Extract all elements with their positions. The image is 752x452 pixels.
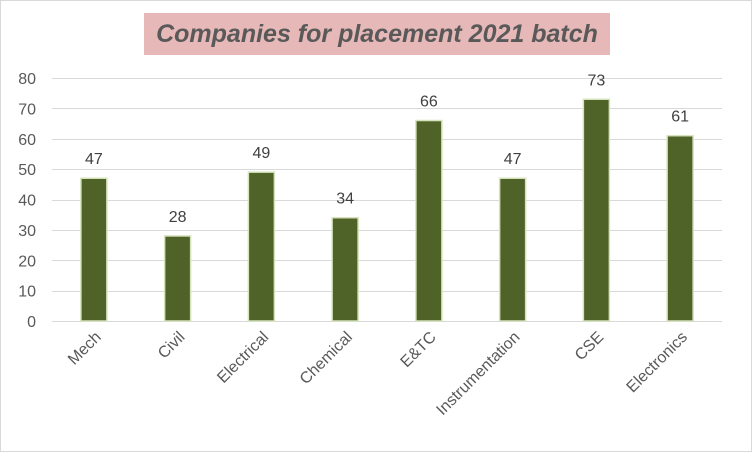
bar-mech — [80, 177, 108, 322]
x-tick-label: Mech — [65, 329, 105, 369]
bar-electronics — [666, 134, 694, 322]
data-label: 49 — [252, 145, 270, 162]
y-tick-label: 20 — [18, 253, 36, 270]
x-tick-label: CSE — [572, 329, 607, 364]
y-axis-tick-labels: 0 10 20 30 40 50 60 70 80 — [18, 71, 36, 331]
x-tick-label: Instrumentation — [433, 329, 523, 419]
x-tick-label: Electronics — [624, 329, 691, 396]
data-label: 28 — [169, 209, 187, 226]
bar-cse — [582, 98, 611, 322]
x-tick-label: Civil — [155, 329, 188, 362]
bars — [80, 98, 694, 322]
x-tick-label: Electrical — [214, 329, 272, 387]
bar-e-tc — [415, 119, 443, 322]
x-tick-label: Chemical — [297, 329, 356, 388]
data-label: 47 — [85, 151, 103, 168]
chart-title-box: Companies for placement 2021 batch — [144, 13, 610, 55]
y-tick-label: 30 — [18, 223, 36, 240]
data-label: 61 — [671, 109, 689, 126]
bar-instrumentation — [498, 177, 527, 322]
data-label: 73 — [587, 72, 605, 89]
y-tick-label: 60 — [18, 132, 36, 149]
x-tick-label: E&TC — [398, 329, 440, 371]
data-label: 66 — [420, 94, 438, 111]
y-tick-label: 0 — [27, 314, 36, 331]
bar-electrical — [247, 171, 276, 322]
chart-title: Companies for placement 2021 batch — [156, 19, 598, 48]
y-tick-label: 70 — [18, 101, 36, 118]
data-labels: 47 28 49 34 66 47 73 61 — [85, 72, 689, 226]
y-tick-label: 50 — [18, 162, 36, 179]
gridlines — [52, 78, 722, 322]
x-axis-category-labels: Mech Civil Electrical Chemical E&TCInstrumen… — [65, 329, 691, 419]
bar-chemical — [331, 216, 359, 322]
bar-civil — [163, 235, 192, 322]
data-label: 47 — [504, 151, 522, 168]
y-tick-label: 80 — [18, 71, 36, 88]
y-tick-label: 10 — [18, 284, 36, 301]
data-label: 34 — [336, 191, 354, 208]
y-tick-label: 40 — [18, 193, 36, 210]
